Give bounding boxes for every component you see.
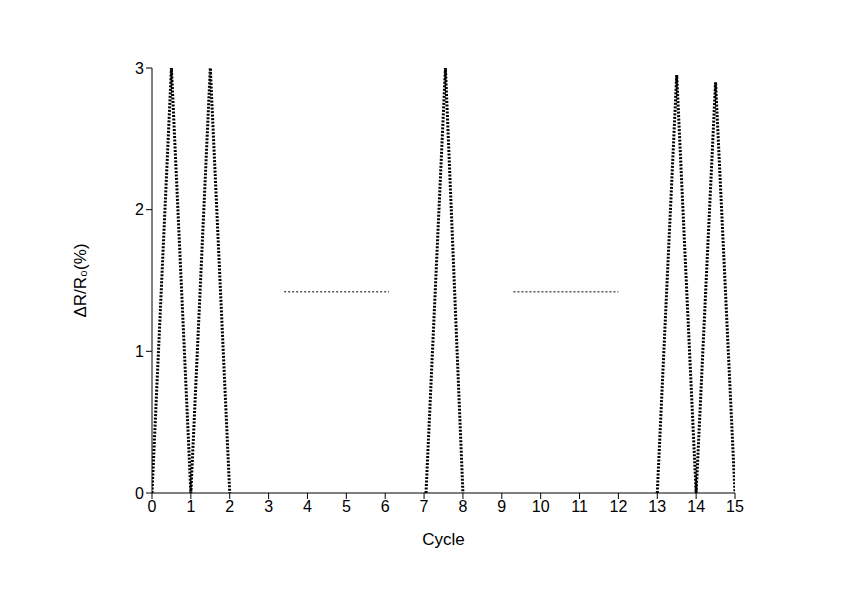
svg-text:2: 2 <box>135 201 144 218</box>
svg-text:4: 4 <box>303 498 312 515</box>
svg-text:0: 0 <box>148 498 157 515</box>
svg-text:5: 5 <box>342 498 351 515</box>
svg-text:7: 7 <box>420 498 429 515</box>
svg-text:15: 15 <box>726 498 744 515</box>
svg-text:13: 13 <box>648 498 666 515</box>
svg-text:11: 11 <box>571 498 588 515</box>
svg-text:10: 10 <box>532 498 550 515</box>
svg-text:Cycle: Cycle <box>422 530 465 549</box>
svg-text:1: 1 <box>186 498 195 515</box>
svg-text:2: 2 <box>225 498 234 515</box>
svg-text:3: 3 <box>135 60 144 77</box>
svg-text:12: 12 <box>610 498 628 515</box>
svg-text:0: 0 <box>135 485 144 502</box>
svg-text:3: 3 <box>264 498 273 515</box>
svg-text:14: 14 <box>687 498 705 515</box>
svg-text:9: 9 <box>497 498 506 515</box>
svg-text:8: 8 <box>458 498 467 515</box>
svg-text:ΔR/R₀(%): ΔR/R₀(%) <box>71 243 90 317</box>
svg-text:1: 1 <box>135 343 144 360</box>
svg-text:6: 6 <box>381 498 390 515</box>
